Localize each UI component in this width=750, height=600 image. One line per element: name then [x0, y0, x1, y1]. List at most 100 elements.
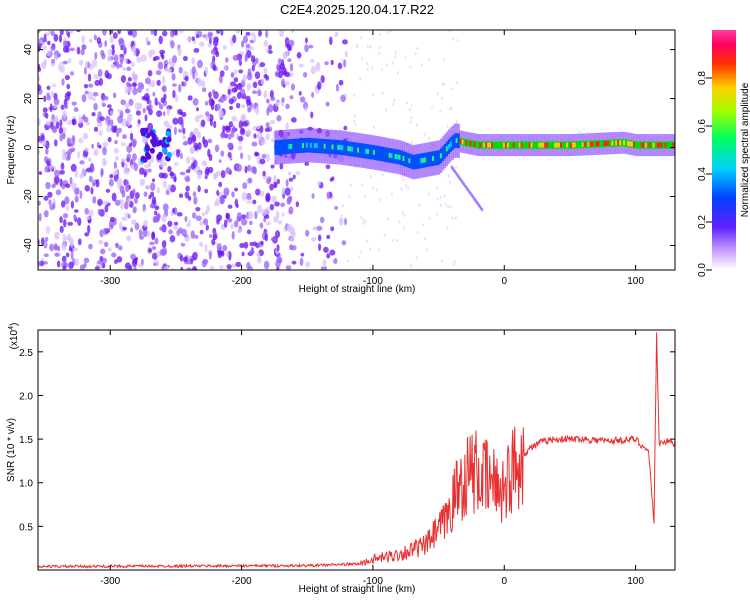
heatmap-cell [165, 190, 170, 195]
heatmap-cell [418, 203, 421, 207]
heatmap-cell [461, 139, 464, 145]
heatmap-cell [81, 44, 85, 51]
heatmap-cell [38, 200, 41, 206]
heatmap-cell [315, 63, 321, 72]
heatmap-cell [275, 100, 280, 107]
heatmap-cell [62, 60, 68, 65]
heatmap-cell [252, 199, 257, 205]
heatmap-cell [113, 54, 119, 63]
heatmap-cell [322, 259, 327, 268]
heatmap-cell [62, 234, 66, 243]
heatmap-cell [207, 33, 213, 39]
heatmap-cell [265, 192, 271, 201]
heatmap-cell [202, 136, 206, 145]
heatmap-cell [556, 142, 559, 148]
heatmap-cell [660, 142, 663, 148]
heatmap-cell [88, 175, 93, 183]
heatmap-cell [102, 146, 107, 156]
heatmap-cell [321, 138, 324, 154]
heatmap-cell [65, 252, 70, 258]
heatmap-cell [195, 215, 202, 222]
heatmap-cell [120, 74, 127, 83]
heatmap-cell [48, 164, 54, 170]
heatmap-cell [227, 133, 232, 140]
heatmap-cell [558, 142, 561, 148]
heatmap-cell [81, 94, 87, 103]
heatmap-cell [288, 39, 295, 47]
heatmap-cell [280, 78, 286, 87]
heatmap-cell [249, 241, 254, 247]
heatmap-cell [120, 45, 124, 51]
heatmap-cell [63, 103, 69, 110]
heatmap-cell [113, 148, 119, 154]
heatmap-cell [79, 264, 85, 270]
heatmap-cell [377, 248, 380, 252]
heatmap-cell [115, 243, 119, 249]
heatmap-cell [305, 37, 308, 44]
heatmap-cell [262, 170, 266, 177]
heatmap-cell [205, 224, 209, 231]
heatmap-cell [239, 242, 245, 249]
heatmap-cell [347, 146, 350, 152]
heatmap-cell [379, 32, 382, 36]
heatmap-cell [67, 221, 74, 226]
heatmap-cell [192, 134, 196, 143]
heatmap-cell [93, 148, 99, 157]
heatmap-cell [410, 154, 413, 169]
heatmap-cell [162, 180, 167, 189]
heatmap-cell [143, 164, 150, 168]
heatmap-cell [83, 116, 89, 123]
heatmap-cell [270, 138, 275, 143]
heatmap-cell [97, 69, 103, 77]
heatmap-cell [196, 107, 199, 112]
heatmap-cell [158, 35, 163, 45]
heatmap-cell [359, 77, 362, 81]
heatmap-cell [55, 121, 60, 129]
heatmap-cell [451, 216, 454, 220]
heatmap-cell [182, 127, 186, 135]
heatmap-cell [406, 101, 409, 105]
heatmap-cell [540, 142, 543, 148]
heatmap-cell [100, 168, 104, 178]
heatmap-cell [343, 125, 348, 131]
heatmap-cell [85, 216, 91, 221]
heatmap-cell [145, 88, 150, 92]
heatmap-cell [151, 245, 157, 251]
heatmap-cell [231, 191, 235, 198]
heatmap-cell [101, 262, 106, 269]
heatmap-cell [310, 58, 315, 63]
heatmap-cell [177, 108, 183, 115]
heatmap-cell [284, 187, 291, 196]
heatmap-cell [171, 72, 176, 81]
heatmap-cell [189, 146, 196, 154]
heatmap-cell [154, 237, 159, 245]
heatmap-cell [367, 149, 370, 155]
heatmap-cell [149, 203, 155, 209]
heatmap-cell [162, 111, 166, 117]
heatmap-cell [58, 63, 62, 71]
heatmap-cell [331, 144, 334, 150]
heatmap-cell [339, 145, 342, 150]
heatmap-cell [111, 125, 116, 133]
heatmap-cell [62, 212, 69, 219]
heatmap-cell [204, 66, 209, 75]
heatmap-cell [247, 164, 252, 172]
heatmap-cell [226, 264, 232, 270]
heatmap-cell [453, 259, 456, 264]
heatmap-cell [169, 171, 175, 177]
heatmap-cell [271, 195, 278, 204]
heatmap-cell [512, 142, 515, 148]
heatmap-cell [341, 204, 344, 208]
heatmap-cell [81, 168, 85, 177]
heatmap-cell [235, 30, 241, 34]
heatmap-cell [178, 30, 184, 34]
heatmap-cell [91, 143, 95, 149]
heatmap-cell [71, 135, 76, 143]
heatmap-cell [141, 95, 147, 101]
heatmap-cell [370, 144, 374, 160]
heatmap-cell [139, 167, 145, 175]
heatmap-cell [305, 229, 310, 237]
heatmap-cell [234, 69, 238, 75]
heatmap-cell [595, 141, 598, 147]
heatmap-cell [408, 107, 411, 112]
